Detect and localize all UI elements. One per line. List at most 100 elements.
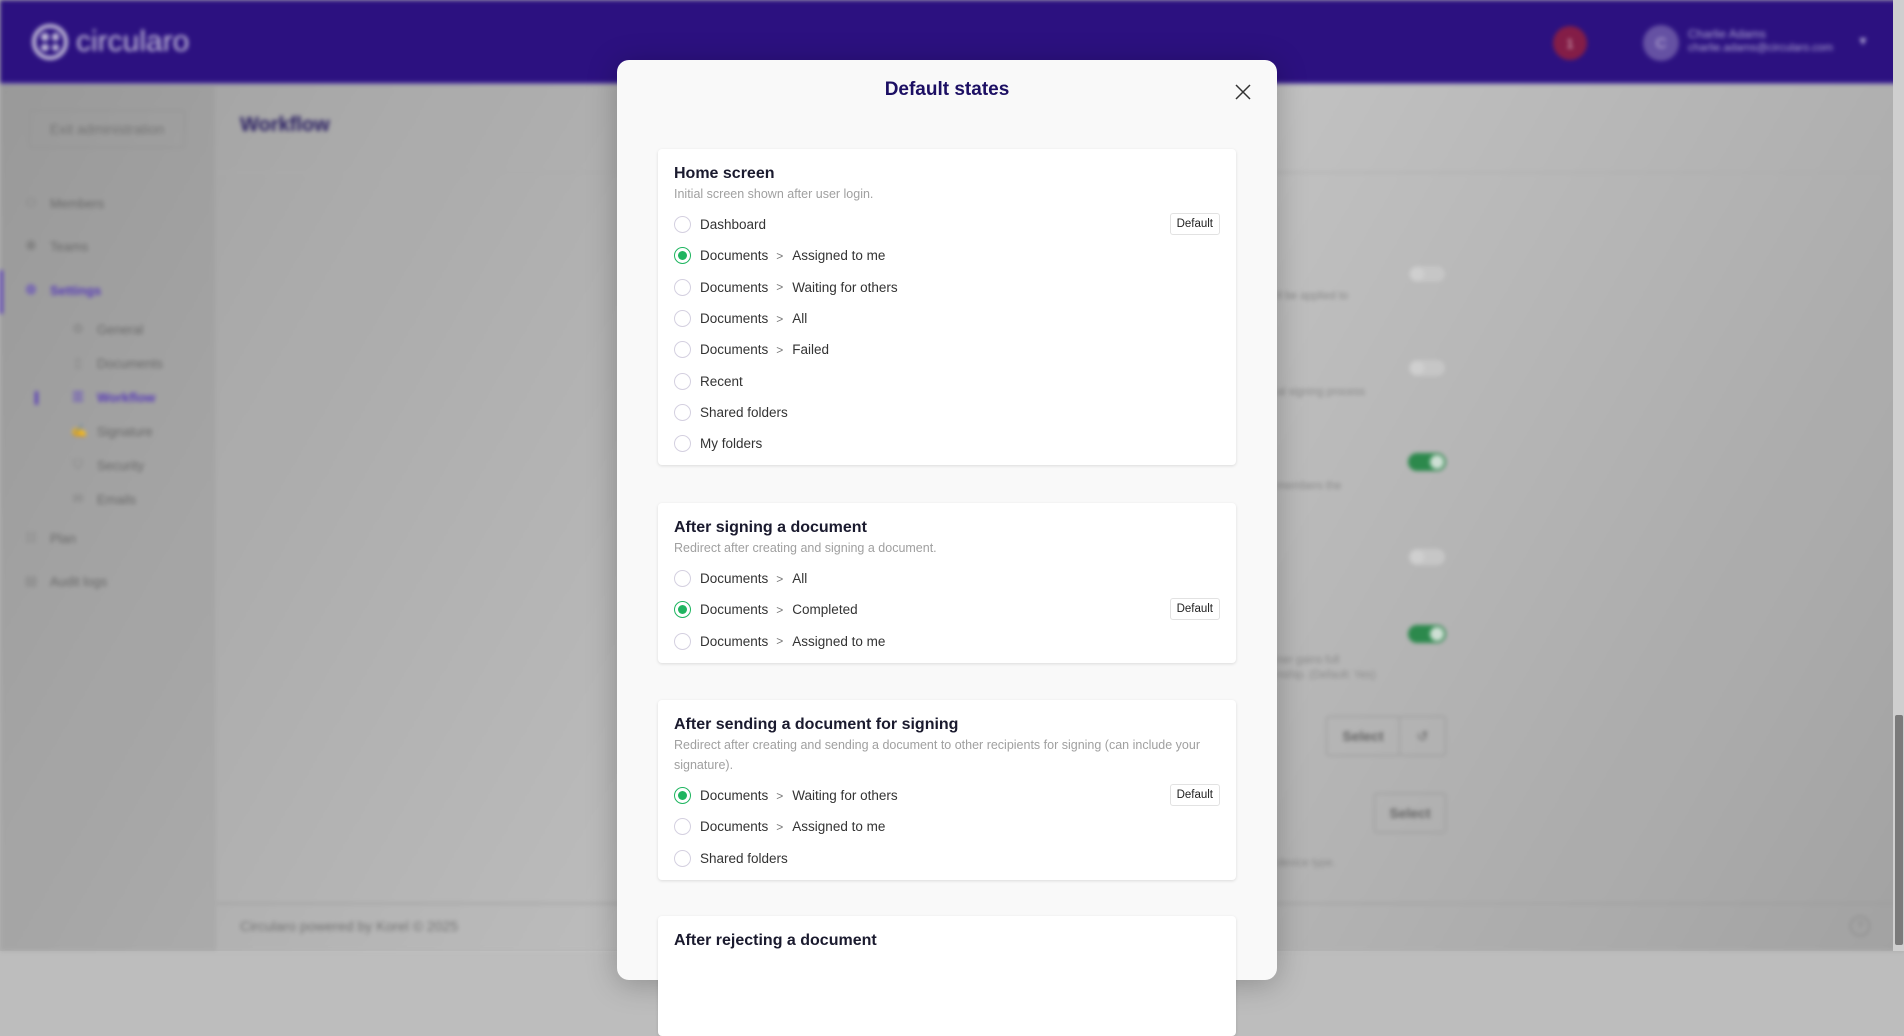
sidebar-item-security[interactable]: ⛉ Security <box>71 457 144 473</box>
radio-button[interactable] <box>674 435 691 453</box>
gear-icon: ⚙ <box>72 321 84 336</box>
section-after-sending-a-document-for-signing: After sending a document for signing Redi… <box>658 700 1236 880</box>
option-sublabel: Waiting for others <box>792 788 898 804</box>
option-label: Documents <box>700 633 769 649</box>
mail-icon: ✉ <box>72 491 84 506</box>
radio-button[interactable] <box>674 787 691 805</box>
scrollbar[interactable] <box>1893 0 1904 951</box>
radio-option[interactable]: Documents > All <box>674 563 1220 594</box>
setting-toggle[interactable] <box>1408 265 1446 283</box>
sidebar-item-signature[interactable]: ✍ Signature <box>71 423 153 439</box>
setting-description: nship. (Default: Yes) <box>1277 669 1376 681</box>
exit-administration-button[interactable]: Exit administration <box>29 110 185 148</box>
sidebar-item-plan[interactable]: ☷ Plan <box>24 530 76 546</box>
section-title: After rejecting a document <box>674 932 877 949</box>
sidebar-item-settings[interactable]: ⚙ Settings <box>24 282 101 298</box>
radio-option[interactable]: Documents > Waiting for others <box>674 272 1220 303</box>
sidebar-item-label: Documents <box>97 355 163 371</box>
radio-button[interactable] <box>674 216 691 234</box>
setting-toggle[interactable] <box>1408 548 1446 566</box>
option-sublabel: Assigned to me <box>792 633 886 649</box>
radio-option[interactable]: Shared folders <box>674 397 1220 428</box>
option-sublabel: All <box>792 311 808 327</box>
chevron-right-icon: > <box>776 280 784 295</box>
user-email[interactable]: charlie.adams@circularo.com <box>1688 42 1834 54</box>
section-description: Initial screen shown after user login. <box>674 187 874 201</box>
radio-button[interactable] <box>674 570 691 588</box>
radio-option[interactable]: Dashboard Default <box>674 209 1220 240</box>
default-badge: Default <box>1169 784 1220 806</box>
list-icon: ☰ <box>72 389 84 404</box>
radio-option[interactable]: My folders <box>674 428 1220 459</box>
chevron-right-icon: > <box>776 248 784 263</box>
sidebar-item-documents[interactable]: ▯ Documents <box>71 355 163 371</box>
radio-option[interactable]: Documents > All <box>674 303 1220 334</box>
chevron-right-icon: > <box>776 634 784 649</box>
radio-button[interactable] <box>674 849 691 867</box>
radio-option[interactable]: Recent <box>674 365 1220 396</box>
shield-icon: ⛉ <box>73 457 83 472</box>
setting-toggle[interactable] <box>1408 453 1446 471</box>
setting-description: ner gains full <box>1277 654 1340 666</box>
option-sublabel: Assigned to me <box>792 819 886 835</box>
sidebar-item-label: Workflow <box>97 389 156 405</box>
gear-icon: ⚙ <box>25 282 37 297</box>
user-name[interactable]: Charlie Adams <box>1688 27 1767 41</box>
radio-button[interactable] <box>674 818 691 836</box>
logo-icon <box>32 24 68 60</box>
setting-toggle[interactable] <box>1408 625 1446 643</box>
option-sublabel: All <box>792 571 808 587</box>
option-sublabel: Failed <box>792 342 830 358</box>
notification-badge[interactable]: 1 <box>1553 26 1587 60</box>
plan-icon: ☷ <box>25 530 37 545</box>
radio-option[interactable]: Documents > Failed <box>674 334 1220 365</box>
active-indicator <box>35 391 38 405</box>
radio-button[interactable] <box>674 403 691 421</box>
close-icon[interactable] <box>1232 81 1254 103</box>
sidebar-item-members[interactable]: ⚇ Members <box>24 195 104 211</box>
radio-option[interactable]: Documents > Completed Default <box>674 594 1220 625</box>
option-label: Documents <box>700 788 769 804</box>
radio-button[interactable] <box>674 372 691 390</box>
sidebar-item-audit-logs[interactable]: ▤ Audit logs <box>24 573 107 589</box>
sidebar-item-teams[interactable]: ⚉ Teams <box>24 238 88 254</box>
radio-button[interactable] <box>674 632 691 650</box>
sidebar-item-general[interactable]: ⚙ General <box>71 321 143 337</box>
select-button[interactable]: Select <box>1374 793 1446 833</box>
setting-description: device type. <box>1277 857 1336 869</box>
avatar[interactable]: C <box>1643 25 1679 61</box>
radio-button[interactable] <box>674 601 691 619</box>
chevron-right-icon: > <box>776 788 784 803</box>
help-icon[interactable]: ? <box>1850 916 1870 936</box>
chevron-down-icon[interactable]: ▼ <box>1857 34 1869 48</box>
sidebar-item-label: Signature <box>97 423 153 439</box>
radio-option[interactable]: Documents > Assigned to me <box>674 626 1220 657</box>
option-label: Shared folders <box>700 404 788 420</box>
sidebar-item-label: General <box>97 321 144 337</box>
chevron-right-icon: > <box>776 819 784 834</box>
reset-icon[interactable]: ↺ <box>1399 716 1446 756</box>
radio-button[interactable] <box>674 247 691 265</box>
scrollbar-thumb[interactable] <box>1895 715 1903 945</box>
sidebar-item-label: Audit logs <box>50 573 108 589</box>
radio-option[interactable]: Documents > Waiting for others Default <box>674 780 1220 811</box>
dialog-title: Default states <box>884 79 1010 100</box>
sidebar-item-emails[interactable]: ✉ Emails <box>71 491 136 507</box>
option-label: Documents <box>700 819 769 835</box>
file-icon: ▯ <box>74 355 82 370</box>
sidebar-item-label: Settings <box>50 282 102 298</box>
logo[interactable]: circularo <box>32 24 189 60</box>
sidebar-item-label: Security <box>97 457 144 473</box>
setting-description: members the <box>1277 480 1342 492</box>
radio-option[interactable]: Documents > Assigned to me <box>674 811 1220 842</box>
radio-button[interactable] <box>674 278 691 296</box>
sidebar-item-workflow[interactable]: ☰ Workflow <box>71 389 155 405</box>
radio-button[interactable] <box>674 310 691 328</box>
radio-option[interactable]: Shared folders <box>674 843 1220 874</box>
default-badge: Default <box>1169 598 1220 621</box>
sidebar-item-label: Teams <box>50 238 89 254</box>
radio-button[interactable] <box>674 341 691 359</box>
radio-option[interactable]: Documents > Assigned to me <box>674 240 1220 271</box>
section-after-signing-a-document: After signing a document Redirect after c… <box>658 503 1236 663</box>
setting-toggle[interactable] <box>1408 359 1446 377</box>
